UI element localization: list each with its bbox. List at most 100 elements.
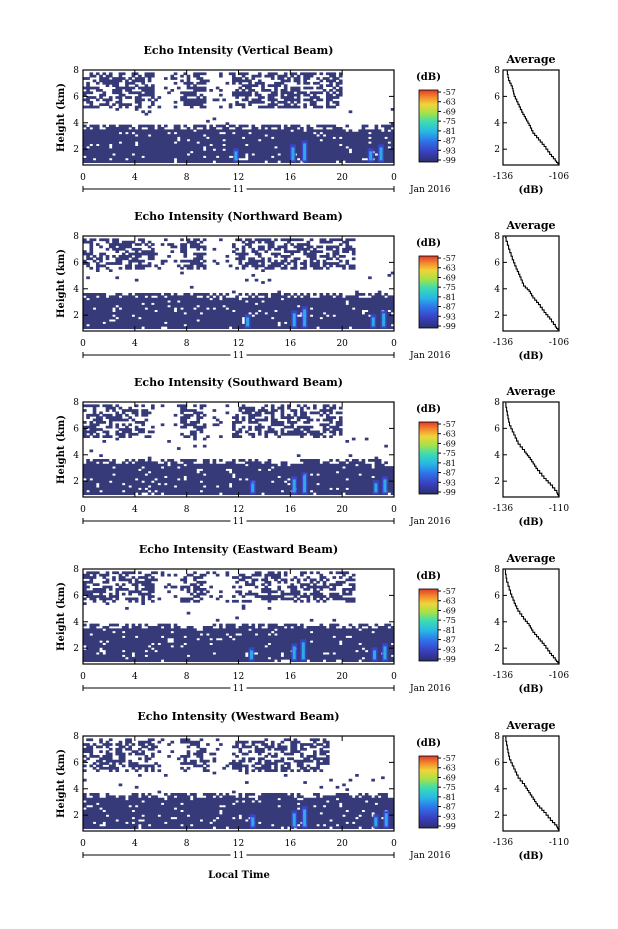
- heatmap-cell: [267, 238, 272, 242]
- heatmap-cell: [141, 300, 145, 303]
- heatmap-cell: [183, 129, 188, 133]
- heatmap-cell: [147, 91, 152, 95]
- heatmap-cell: [141, 259, 145, 263]
- heatmap-cell: [112, 89, 116, 92]
- heatmap-cell: [283, 157, 288, 161]
- heatmap-cell: [338, 316, 343, 320]
- heatmap-cell: [287, 307, 291, 311]
- heatmap-cell: [115, 86, 120, 90]
- heatmap-cell: [118, 470, 123, 474]
- heatmap-cell: [355, 297, 359, 301]
- heatmap-cell: [322, 307, 327, 311]
- heatmap-cell: [232, 319, 236, 322]
- heatmap-cell: [241, 489, 246, 493]
- heatmap-cell: [144, 252, 149, 256]
- heatmap-cell: [248, 86, 252, 90]
- heatmap-cell: [267, 323, 272, 327]
- heatmap-cell: [283, 155, 288, 159]
- heatmap-cell: [290, 86, 294, 90]
- heatmap-cell: [160, 478, 165, 481]
- average-title: Average: [505, 219, 555, 232]
- heatmap-cell: [86, 485, 90, 488]
- heatmap-cell: [225, 160, 230, 164]
- heatmap-cell: [338, 155, 343, 159]
- heatmap-cell: [251, 160, 256, 164]
- heatmap-cell: [128, 321, 132, 325]
- heatmap-cell: [118, 473, 123, 477]
- heatmap-cell: [147, 475, 152, 479]
- heatmap-cell: [306, 138, 311, 142]
- heatmap-cell: [102, 297, 107, 301]
- heatmap-cell: [390, 122, 395, 126]
- heatmap-cell: [251, 302, 256, 306]
- heatmap-cell: [83, 312, 87, 315]
- heatmap-cell: [118, 124, 123, 128]
- heatmap-cell: [170, 134, 175, 137]
- heatmap-cell: [238, 319, 243, 322]
- heatmap-cell: [274, 129, 278, 133]
- heatmap-cell: [89, 428, 94, 431]
- heatmap-cell: [131, 302, 136, 306]
- heatmap-cell: [325, 257, 330, 261]
- heatmap-cell: [92, 129, 97, 133]
- heatmap-cell: [254, 459, 259, 462]
- heatmap-cell: [225, 316, 230, 320]
- heatmap-cell: [254, 264, 259, 268]
- heatmap-cell: [251, 240, 256, 244]
- heatmap-cell: [351, 134, 356, 137]
- heatmap-cell: [248, 148, 252, 152]
- heatmap-cell: [332, 74, 337, 78]
- heatmap-cell: [235, 485, 239, 488]
- heatmap-cell: [176, 307, 181, 311]
- heatmap-cell: [102, 487, 107, 491]
- heatmap-cell: [209, 470, 213, 474]
- heatmap-cell: [254, 413, 259, 417]
- heatmap-cell: [95, 160, 100, 164]
- heatmap-cell: [173, 482, 178, 486]
- heatmap-cell: [254, 489, 259, 493]
- heatmap-cell: [95, 413, 100, 417]
- heatmap-cell: [167, 478, 171, 481]
- heatmap-cell: [244, 461, 249, 465]
- heatmap-cell: [325, 160, 330, 164]
- heatmap-cell: [163, 143, 168, 147]
- heatmap-cell: [183, 319, 188, 322]
- heatmap-cell: [180, 79, 184, 83]
- heatmap-cell: [108, 131, 113, 135]
- heatmap-cell: [186, 240, 191, 244]
- heatmap-cell: [176, 148, 181, 152]
- heatmap-cell: [371, 143, 375, 147]
- heatmap-cell: [115, 300, 120, 303]
- average-title: Average: [505, 53, 555, 66]
- heatmap-cell: [173, 134, 178, 137]
- heatmap-cell: [306, 155, 311, 159]
- heatmap-cell: [212, 409, 217, 412]
- heatmap-cell: [244, 134, 249, 137]
- heatmap-cell: [215, 141, 220, 145]
- heatmap-cell: [183, 309, 188, 313]
- heatmap-cell: [115, 475, 120, 479]
- heatmap-cell: [325, 155, 330, 159]
- heatmap-cell: [118, 89, 123, 92]
- heatmap-cell: [261, 326, 265, 330]
- heatmap-cell: [267, 72, 272, 76]
- heatmap-cell: [364, 141, 369, 145]
- heatmap-cell: [128, 245, 132, 249]
- heatmap-cell: [121, 304, 126, 308]
- heatmap-cell: [138, 312, 142, 315]
- heatmap-cell: [342, 264, 346, 268]
- heatmap-cell: [83, 293, 87, 296]
- heatmap-cell: [283, 245, 288, 249]
- heatmap-cell: [95, 105, 100, 109]
- heatmap-cell: [261, 238, 265, 242]
- heatmap-cell: [261, 136, 265, 140]
- heatmap-cell: [121, 321, 126, 325]
- heatmap-cell: [202, 302, 207, 306]
- heatmap-cell: [345, 124, 350, 128]
- heatmap-cell: [342, 304, 346, 308]
- heatmap-cell: [338, 134, 343, 137]
- heatmap-cell: [387, 304, 392, 308]
- heatmap-cell: [102, 293, 107, 296]
- heatmap-cell: [332, 146, 337, 149]
- heatmap-cell: [338, 129, 343, 133]
